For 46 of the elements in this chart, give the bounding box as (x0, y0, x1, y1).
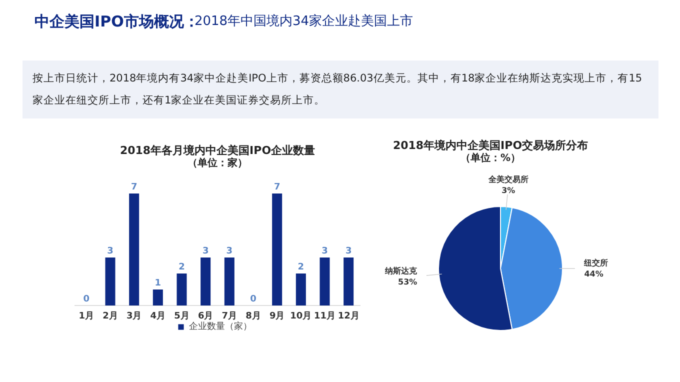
data-label: 0 (250, 294, 256, 304)
x-tick-label: 9月 (269, 310, 285, 322)
text: 按上市日统计，2018年境内有34家中企赴美IPO上市，募资总额86.03亿美元。其中，有18家企业在纳斯达克实现上市，有15家企业在纽交所上市，还有1家企业在美国证券交易所上市。 (32, 72, 642, 106)
data-label: 7 (274, 182, 280, 192)
x-tick-label: 7月 (222, 310, 238, 322)
x-tick-label: 8月 (246, 310, 261, 322)
bar (344, 258, 354, 306)
x-tick-label: 10月 (290, 310, 312, 322)
chart-title: 2018年各月境内中企美国IPO企业数量 (120, 144, 316, 157)
bar (129, 194, 140, 306)
chart-subtitle: （单位：%） (460, 152, 521, 164)
data-label: 3 (226, 246, 233, 256)
bar (320, 258, 330, 306)
bar (105, 258, 116, 306)
data-label: 3 (345, 246, 352, 256)
x-tick-label: 11月 (314, 310, 336, 322)
data-label: 44% (584, 270, 604, 278)
data-label: 3 (322, 246, 328, 256)
data-label: 53% (398, 277, 418, 286)
x-tick-label: 12月 (338, 310, 360, 322)
x-tick-label: 3月 (126, 310, 142, 322)
bar (200, 258, 211, 306)
chart-title: 2018年境内中企美国IPO交易场所分布 (392, 139, 588, 152)
chart-subtitle: （单位：家） (188, 157, 248, 169)
data-label: 1 (154, 278, 162, 288)
data-label: 3% (502, 186, 516, 196)
bar (176, 274, 187, 306)
x-tick-label: 1月 (78, 310, 94, 322)
data-label: 3 (202, 246, 209, 256)
x-tick-label: 4月 (150, 310, 166, 322)
data-label: 7 (130, 182, 138, 192)
x-tick-label: 2月 (102, 310, 118, 322)
x-tick-label: 5月 (174, 310, 190, 322)
bar (224, 258, 234, 306)
bar (152, 290, 163, 306)
data-label: 0 (83, 294, 90, 304)
slice-label: 纽交所 (583, 258, 608, 268)
slice-label: 全美交易所 (487, 174, 528, 184)
data-label: 2 (298, 262, 304, 272)
bar (272, 194, 282, 306)
x-tick-label: 6月 (198, 310, 214, 322)
slice-label: 纳斯达克 (384, 266, 418, 276)
legend-label: 企业数量（家） (189, 320, 252, 333)
bar (296, 274, 306, 306)
data-label: 2 (178, 262, 185, 272)
data-label: 3 (107, 246, 114, 256)
